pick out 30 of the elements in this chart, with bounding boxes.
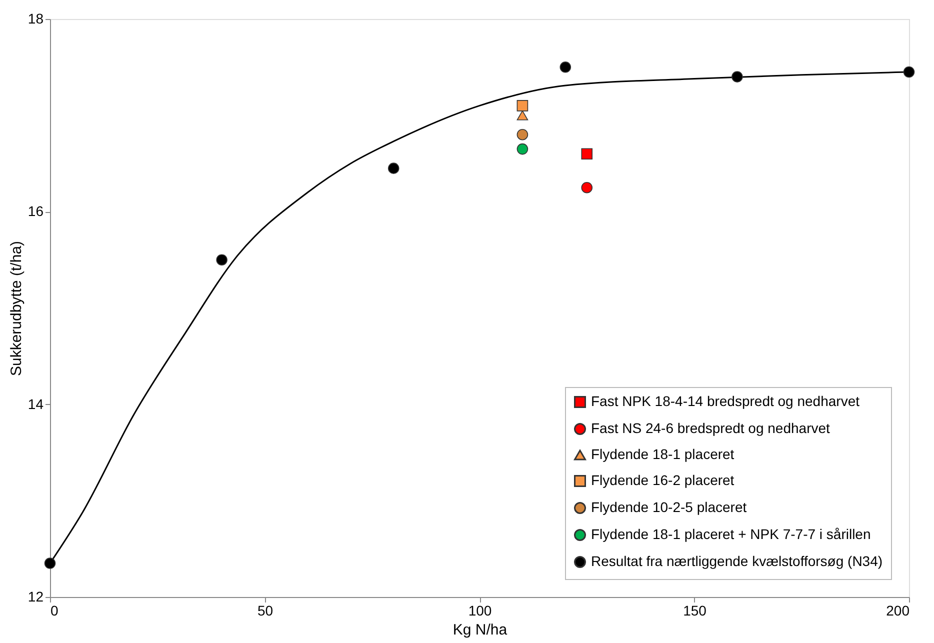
point <box>903 66 915 78</box>
y-tick-label: 16 <box>28 203 44 220</box>
point <box>516 128 528 140</box>
legend-label: Resultat fra nærtliggende kvælstofforsøg (N34) <box>591 553 883 569</box>
y-axis-title: Sukkerudbytte (t/ha) <box>8 240 25 376</box>
legend-label: Flydende 10-2-5 placeret <box>591 499 747 515</box>
y-tick-label: 14 <box>28 396 44 412</box>
x-tick-label: 100 <box>468 602 492 618</box>
point <box>560 62 572 73</box>
point <box>732 71 743 82</box>
point <box>581 148 593 160</box>
legend-label: Fast NPK 18-4-14 bredspredt og nedharvet <box>591 393 860 409</box>
x-tick-label: 150 <box>683 602 707 618</box>
point <box>516 143 528 155</box>
legend-label: Flydende 18-1 placeret + NPK 7-7-7 i sårillen <box>591 526 871 542</box>
point <box>216 254 228 266</box>
point <box>581 182 593 194</box>
point <box>516 100 528 112</box>
x-tick-label: 200 <box>886 602 910 618</box>
point <box>44 558 56 569</box>
point <box>388 162 400 174</box>
y-tick-label: 18 <box>28 10 44 26</box>
point <box>516 110 528 120</box>
x-axis-title: Kg N/ha <box>452 622 508 638</box>
y-tick-label: 12 <box>28 588 44 604</box>
legend-label: Flydende 16-2 placeret <box>591 472 734 488</box>
x-tick-label: 50 <box>257 602 274 618</box>
x-tick-label: 0 <box>50 602 58 618</box>
legend-label: Flydende 18-1 placeret <box>591 446 734 462</box>
legend-label: Fast NS 24-6 bredspredt og nedharvet <box>591 420 830 436</box>
